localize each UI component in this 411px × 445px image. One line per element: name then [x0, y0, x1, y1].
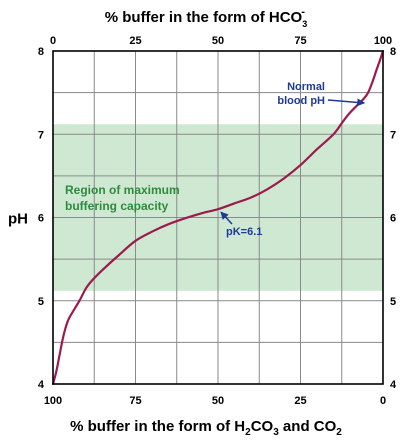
annotation-pk-arrow: [220, 211, 233, 225]
annotation-normal-blood-ph-line: Normal: [287, 81, 325, 93]
grid-layer: [53, 51, 383, 384]
x-label-part: CO: [251, 418, 274, 435]
x-bottom-tick-label: 75: [129, 395, 141, 407]
annotation-normal-blood-ph-line: blood pH: [277, 95, 325, 107]
y-right-tick-label: 8: [390, 46, 396, 58]
title-top-main: % buffer in the form of HCO: [105, 9, 303, 26]
y-right-tick-label: 5: [390, 296, 396, 308]
x-label-subscript: 2: [245, 427, 251, 438]
x-bottom-tick-label: 25: [294, 395, 306, 407]
title-layer: % buffer in the form of HCO3-% buffer in…: [8, 6, 342, 438]
y-left-tick-label: 7: [38, 129, 44, 141]
annotation-layer: Normal blood pH pK=6.1: [220, 81, 366, 238]
x-label-part: and CO: [279, 418, 337, 435]
title-top-superscript: -: [301, 6, 305, 18]
x-label-part: % buffer in the form of H: [70, 418, 245, 435]
y-left-tick-label: 5: [38, 296, 44, 308]
x-bottom-tick-label: 0: [380, 395, 386, 407]
x-axis-label-bottom: % buffer in the form of H2CO3 and CO2: [70, 418, 342, 438]
x-bottom-tick-label: 50: [212, 395, 224, 407]
y-right-tick-label: 7: [390, 129, 396, 141]
x-top-tick-label: 0: [50, 35, 56, 47]
annotation-normal-blood-ph-arrow: [327, 98, 366, 107]
y-right-tick-label: 6: [390, 213, 396, 225]
x-top-tick-label: 100: [374, 35, 392, 47]
x-label-subscript: 2: [336, 427, 342, 438]
plot-frame: [52, 50, 384, 385]
x-top-tick-label: 50: [212, 35, 224, 47]
x-label-subscript: 3: [273, 427, 279, 438]
x-top-tick-label: 75: [294, 35, 306, 47]
annotation-pk-label: pK=6.1: [226, 226, 262, 238]
y-axis-label: pH: [8, 211, 28, 228]
title-top-subscript: 3: [302, 19, 307, 29]
chart-title-top: % buffer in the form of HCO3-: [105, 6, 308, 29]
y-left-tick-label: 4: [38, 379, 45, 391]
y-left-tick-label: 8: [38, 46, 44, 58]
x-top-tick-label: 25: [129, 35, 141, 47]
y-left-tick-label: 6: [38, 213, 44, 225]
frame-layer: [52, 50, 384, 385]
region-label-line: Region of maximum: [65, 183, 180, 197]
y-right-tick-label: 4: [390, 379, 397, 391]
x-bottom-tick-label: 100: [44, 395, 62, 407]
region-label-line: buffering capacity: [65, 199, 169, 213]
